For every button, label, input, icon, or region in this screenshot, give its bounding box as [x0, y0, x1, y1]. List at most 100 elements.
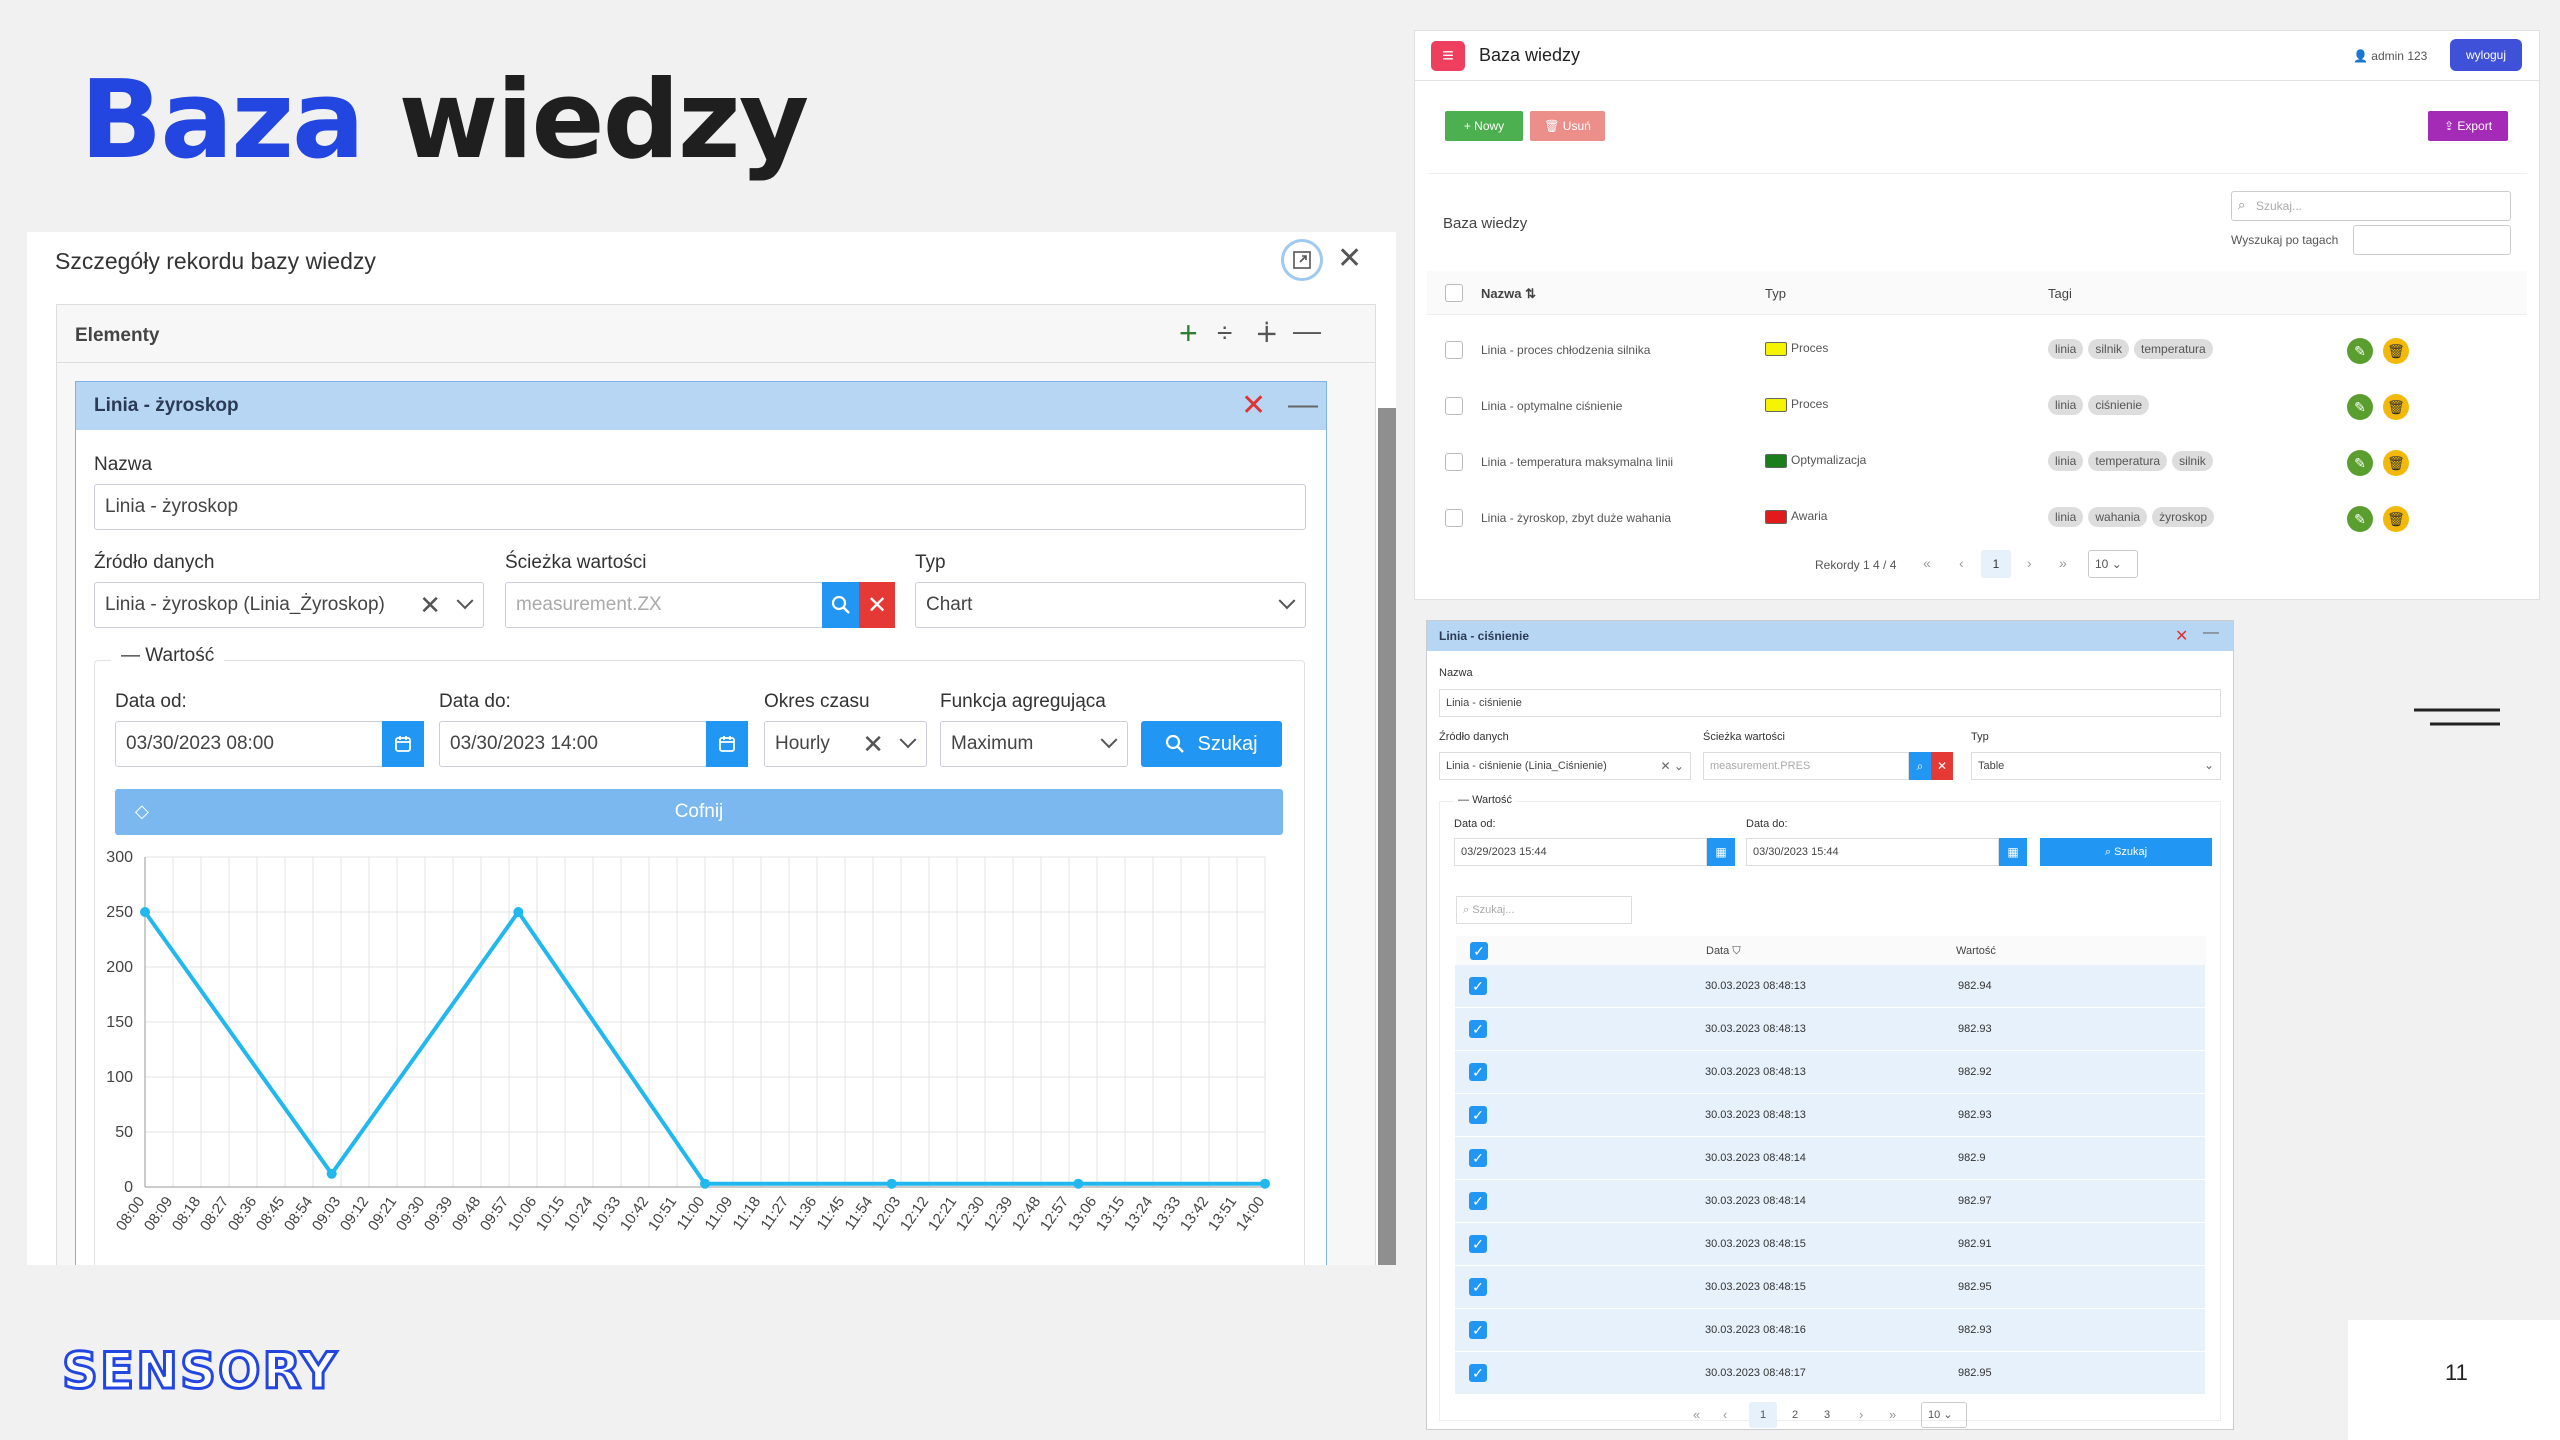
- collapse-element-icon[interactable]: —: [2203, 624, 2219, 641]
- row-checkbox[interactable]: [1445, 397, 1463, 415]
- calendar-icon[interactable]: ▦: [1707, 838, 1735, 866]
- pagination-prev[interactable]: ‹: [1723, 1407, 1728, 1422]
- table-row[interactable]: ✓ 30.03.2023 08:48:14 982.9: [1455, 1137, 2205, 1180]
- search-button[interactable]: ⌕ Szukaj: [2040, 838, 2212, 866]
- row-checkbox[interactable]: [1445, 341, 1463, 359]
- table-row[interactable]: ✓ 30.03.2023 08:48:15 982.95: [1455, 1266, 2205, 1309]
- table-row[interactable]: ✓ 30.03.2023 08:48:13 982.94: [1455, 965, 2205, 1008]
- row-checkbox[interactable]: ✓: [1469, 1235, 1487, 1253]
- close-icon[interactable]: ✕: [1337, 242, 1363, 275]
- table-row[interactable]: ✓ 30.03.2023 08:48:13 982.93: [1455, 1094, 2205, 1137]
- edit-icon[interactable]: ✎: [2347, 394, 2373, 420]
- minimize-icon[interactable]: —: [1293, 315, 1321, 346]
- trash-icon[interactable]: 🗑: [2383, 394, 2409, 420]
- table-row[interactable]: ✓ 30.03.2023 08:48:13 982.93: [1455, 1008, 2205, 1051]
- table-row[interactable]: Linia - proces chłodzenia silnika Proces l…: [1427, 329, 2527, 373]
- pagination-page[interactable]: 3: [1823, 1409, 1831, 1421]
- pagination-prev[interactable]: ‹: [1959, 555, 1964, 571]
- date-from-input[interactable]: 03/30/2023 08:00: [115, 721, 383, 767]
- edit-icon[interactable]: ✎: [2347, 338, 2373, 364]
- add-icon[interactable]: +: [1179, 315, 1198, 351]
- type-select[interactable]: Chart: [915, 582, 1306, 628]
- row-checkbox[interactable]: ✓: [1469, 1364, 1487, 1382]
- search-input[interactable]: ⌕ Szukaj...: [2231, 191, 2511, 221]
- row-checkbox[interactable]: [1445, 453, 1463, 471]
- pagination-page[interactable]: 1: [1749, 1402, 1777, 1428]
- pagination-page[interactable]: 2: [1791, 1409, 1799, 1421]
- agg-select[interactable]: Maximum: [940, 721, 1128, 767]
- remove-element-icon[interactable]: ✕: [1241, 389, 1267, 422]
- dialog-scrollbar[interactable]: [1378, 408, 1396, 1265]
- row-checkbox[interactable]: ✓: [1469, 1192, 1487, 1210]
- name-input[interactable]: Linia - żyroskop: [94, 484, 1306, 530]
- path-input[interactable]: measurement.ZX: [505, 582, 823, 628]
- pagination-first[interactable]: «: [1693, 1407, 1701, 1422]
- tag-search-input[interactable]: [2353, 225, 2511, 255]
- menu-icon[interactable]: ≡: [1431, 41, 1465, 71]
- row-checkbox[interactable]: ✓: [1469, 1278, 1487, 1296]
- col-name-header[interactable]: Nazwa ⇅: [1481, 286, 1536, 302]
- clear-icon[interactable]: ✕: [419, 590, 441, 620]
- pagination-last[interactable]: »: [2059, 555, 2067, 571]
- trash-icon[interactable]: 🗑: [2383, 338, 2409, 364]
- undo-button[interactable]: ◇ Cofnij: [115, 789, 1283, 835]
- expand-all-icon[interactable]: ÷: [1217, 317, 1233, 348]
- trash-icon[interactable]: 🗑: [2383, 506, 2409, 532]
- table-row[interactable]: ✓ 30.03.2023 08:48:17 982.95: [1455, 1352, 2205, 1395]
- edit-icon[interactable]: ✎: [2347, 506, 2373, 532]
- value-legend[interactable]: — Wartość: [111, 645, 225, 667]
- date-to-picker[interactable]: [706, 721, 748, 767]
- table-row[interactable]: ✓ 30.03.2023 08:48:15 982.91: [1455, 1223, 2205, 1266]
- row-checkbox[interactable]: ✓: [1469, 1063, 1487, 1081]
- source-select[interactable]: Linia - żyroskop (Linia_Żyroskop) ✕: [94, 582, 484, 628]
- row-checkbox[interactable]: ✓: [1469, 1020, 1487, 1038]
- pagination-first[interactable]: «: [1923, 555, 1931, 571]
- page-size-select[interactable]: 10 ⌄: [2088, 550, 2138, 578]
- source-select[interactable]: Linia - ciśnienie (Linia_Ciśnienie) ✕ ⌄: [1439, 752, 1691, 780]
- export-button[interactable]: ⇪ Export: [2428, 111, 2508, 141]
- pagination-page-1[interactable]: 1: [1981, 550, 2011, 578]
- row-checkbox[interactable]: ✓: [1469, 977, 1487, 995]
- path-search-button[interactable]: [822, 582, 859, 628]
- collapse-all-icon[interactable]: ∔: [1255, 317, 1279, 348]
- page-size-select[interactable]: 10 ⌄: [1921, 1402, 1967, 1428]
- date-to-input[interactable]: 03/30/2023 14:00: [439, 721, 707, 767]
- search-button[interactable]: Szukaj: [1141, 721, 1282, 767]
- row-checkbox[interactable]: ✓: [1469, 1106, 1487, 1124]
- date-from-picker[interactable]: [382, 721, 424, 767]
- table-row[interactable]: ✓ 30.03.2023 08:48:14 982.97: [1455, 1180, 2205, 1223]
- value-legend[interactable]: — Wartość: [1454, 794, 1516, 806]
- edit-icon[interactable]: ✎: [2347, 450, 2373, 476]
- calendar-icon[interactable]: ▦: [1999, 838, 2027, 866]
- date-from-input[interactable]: 03/29/2023 15:44: [1454, 838, 1707, 866]
- name-input[interactable]: Linia - ciśnienie: [1439, 689, 2221, 717]
- logout-button[interactable]: wyloguj: [2450, 39, 2522, 71]
- expand-button[interactable]: [1281, 239, 1323, 281]
- search-icon[interactable]: ⌕: [1909, 752, 1931, 780]
- table-row[interactable]: ✓ 30.03.2023 08:48:16 982.93: [1455, 1309, 2205, 1352]
- row-checkbox[interactable]: ✓: [1469, 1321, 1487, 1339]
- new-button[interactable]: + Nowy: [1445, 111, 1523, 141]
- path-input[interactable]: measurement.PRES: [1703, 752, 1909, 780]
- pagination-next[interactable]: ›: [2027, 555, 2032, 571]
- table-row[interactable]: ✓ 30.03.2023 08:48:13 982.92: [1455, 1051, 2205, 1094]
- collapse-element-icon[interactable]: —: [1288, 388, 1318, 421]
- col-date-header[interactable]: Data ⛉: [1706, 945, 1741, 958]
- clear-icon[interactable]: ✕: [862, 729, 884, 759]
- remove-element-icon[interactable]: ✕: [2175, 628, 2189, 645]
- type-select[interactable]: Table ⌄: [1971, 752, 2221, 780]
- select-all-checkbox[interactable]: ✓: [1470, 942, 1488, 960]
- table-search-input[interactable]: ⌕ Szukaj...: [1456, 896, 1632, 924]
- table-row[interactable]: Linia - temperatura maksymalna linii Opty…: [1427, 441, 2527, 485]
- row-checkbox[interactable]: [1445, 509, 1463, 527]
- pagination-last[interactable]: »: [1889, 1407, 1897, 1422]
- pagination-next[interactable]: ›: [1859, 1407, 1864, 1422]
- period-select[interactable]: Hourly ✕: [764, 721, 927, 767]
- close-icon[interactable]: ✕: [1931, 752, 1953, 780]
- table-row[interactable]: Linia - optymalne ciśnienie Proces linia ci…: [1427, 385, 2527, 429]
- trash-icon[interactable]: 🗑: [2383, 450, 2409, 476]
- date-to-input[interactable]: 03/30/2023 15:44: [1746, 838, 1999, 866]
- delete-button[interactable]: 🗑 Usuń: [1530, 111, 1605, 141]
- path-clear-button[interactable]: ✕: [859, 582, 895, 628]
- table-row[interactable]: Linia - żyroskop, zbyt duże wahania Awari…: [1427, 497, 2527, 541]
